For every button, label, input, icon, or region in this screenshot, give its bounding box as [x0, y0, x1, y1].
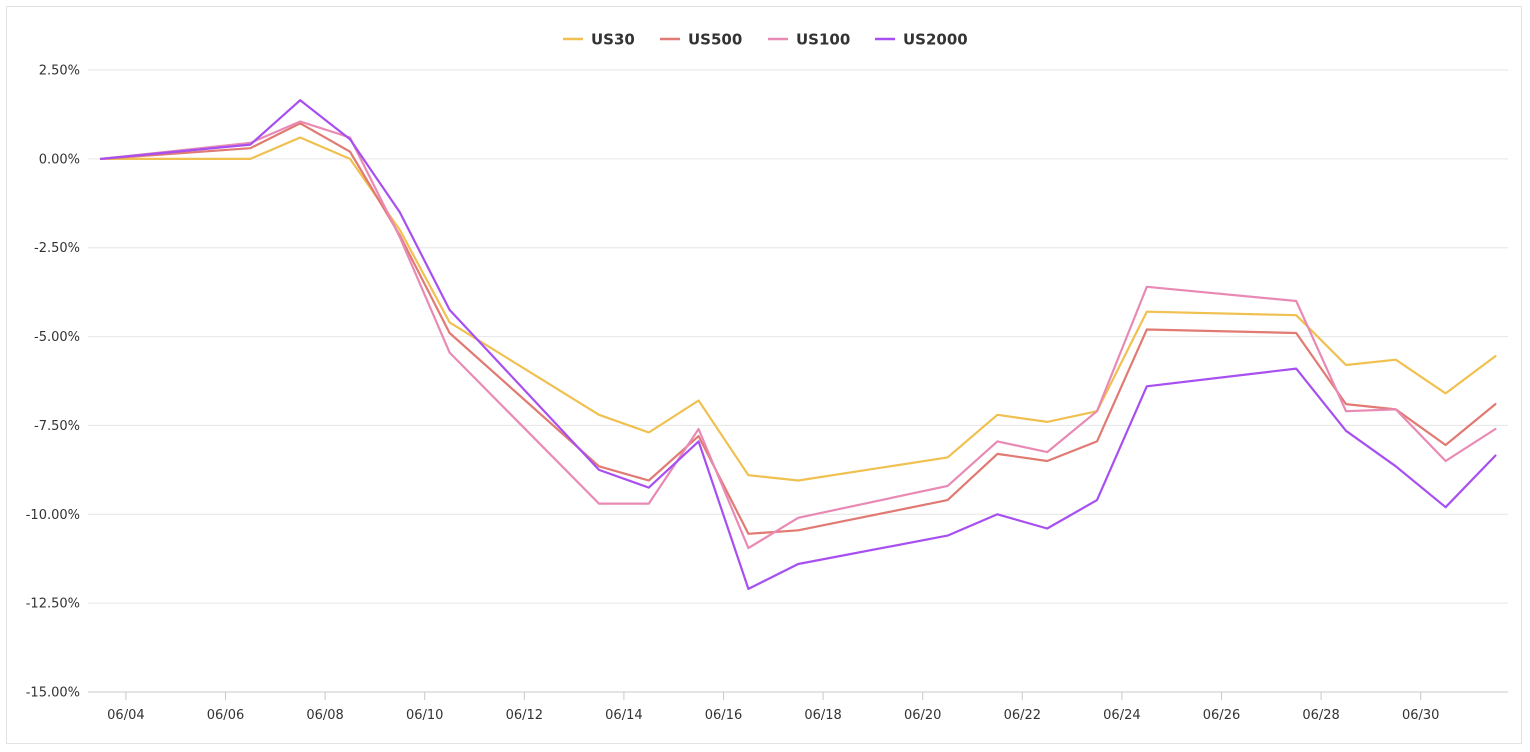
- y-tick-label: -10.00%: [26, 508, 80, 523]
- x-tick-label: 06/24: [1103, 708, 1140, 723]
- series-line-us2000[interactable]: [99, 99, 1497, 591]
- y-tick-label: -2.50%: [34, 241, 80, 256]
- legend-label: US100: [796, 31, 850, 49]
- y-tick-label: -5.00%: [34, 330, 80, 345]
- y-tick-label: -15.00%: [26, 686, 80, 701]
- x-tick-label: 06/12: [506, 708, 543, 723]
- legend[interactable]: US30 US500 US100 US2000: [563, 31, 968, 49]
- x-tick-label: 06/28: [1302, 708, 1339, 723]
- y-tick-label: -7.50%: [34, 419, 80, 434]
- series-line-us500[interactable]: [99, 122, 1497, 535]
- x-tick-label: 06/14: [605, 708, 642, 723]
- x-tick-label: 06/08: [306, 708, 343, 723]
- y-tick-label: 0.00%: [39, 152, 80, 167]
- legend-item-us500[interactable]: US500: [660, 31, 742, 49]
- x-tick-label: 06/04: [107, 708, 144, 723]
- x-tick-label: 06/16: [705, 708, 742, 723]
- x-tick-label: 06/20: [904, 708, 941, 723]
- legend-item-us100[interactable]: US100: [768, 31, 850, 49]
- x-tick-label: 06/26: [1203, 708, 1240, 723]
- x-tick-label: 06/22: [1004, 708, 1041, 723]
- y-tick-label: -12.50%: [26, 597, 80, 612]
- y-tick-label: 2.50%: [39, 64, 80, 79]
- legend-item-us30[interactable]: US30: [563, 31, 635, 49]
- x-axis: 06/04 06/06 06/08 06/10 06/12 06/14 06/16 06/18…: [88, 691, 1508, 723]
- legend-label: US2000: [903, 31, 968, 49]
- series-line-us30[interactable]: [99, 136, 1497, 482]
- x-tick-label: 06/06: [207, 708, 244, 723]
- legend-label: US30: [591, 31, 635, 49]
- series-line-us100[interactable]: [99, 120, 1497, 550]
- legend-label: US500: [688, 31, 742, 49]
- y-axis: 2.50% 0.00% -2.50% -5.00% -7.50% -10.00% -12.5…: [26, 64, 80, 701]
- chart-frame: [6, 6, 1522, 744]
- x-tick-label: 06/30: [1402, 708, 1439, 723]
- x-tick-label: 06/18: [804, 708, 841, 723]
- x-tick-label: 06/10: [406, 708, 443, 723]
- legend-item-us2000[interactable]: US2000: [875, 31, 968, 49]
- series-lines: [99, 99, 1497, 591]
- grid-lines: [88, 69, 1508, 693]
